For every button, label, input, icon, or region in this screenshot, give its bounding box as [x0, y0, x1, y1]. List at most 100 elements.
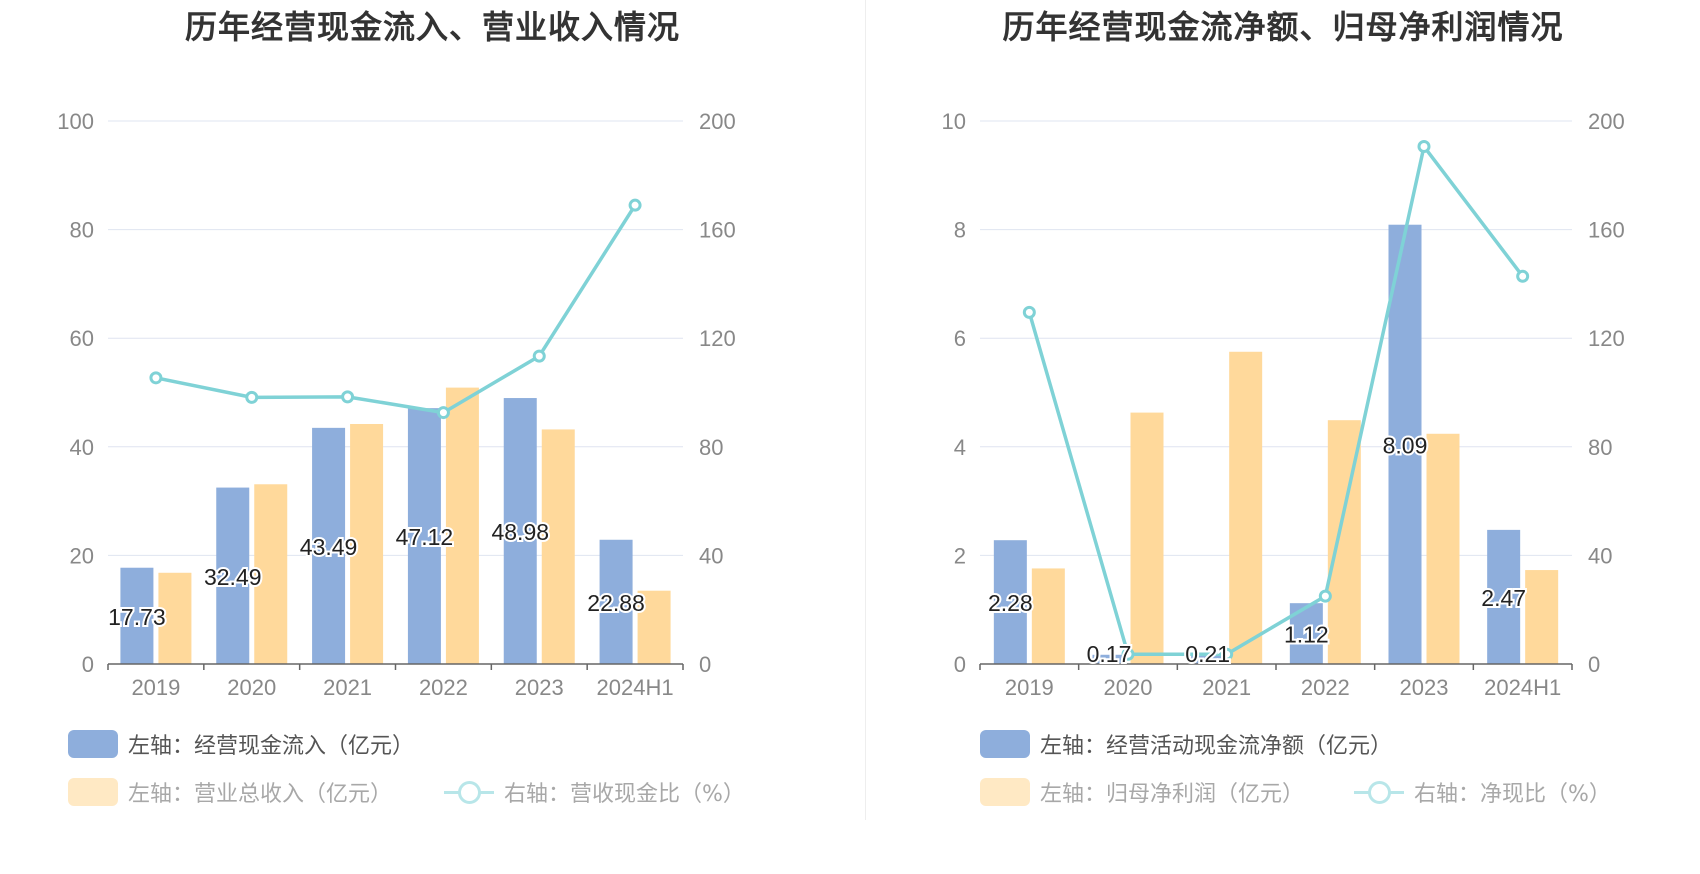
y-tick-right: 40: [699, 543, 723, 568]
data-label: 47.12: [396, 524, 454, 550]
data-label: 2.47: [1481, 585, 1526, 611]
bar-series-2: [1031, 568, 1065, 664]
line-point: [1417, 140, 1431, 154]
data-label: 43.49: [300, 534, 358, 560]
bar-series-2: [541, 429, 575, 664]
line-point: [149, 371, 163, 385]
bar-series-1: [503, 398, 537, 664]
legend-swatch: [980, 778, 1030, 806]
data-label: 2.28: [988, 590, 1033, 616]
legend-item-net-profit[interactable]: 左轴：归母净利润（亿元）: [980, 776, 1304, 808]
data-label: 32.49: [204, 564, 262, 590]
line-point: [1121, 647, 1135, 661]
x-tick-label: 2021: [323, 675, 372, 700]
y-tick-left: 0: [82, 652, 94, 677]
bar-series-1: [1191, 652, 1225, 664]
line-point: [1318, 589, 1332, 603]
bar-series-1: [599, 539, 633, 664]
y-tick-right: 200: [699, 109, 736, 134]
bar-series-1: [407, 408, 441, 664]
data-label: 0.17: [1087, 641, 1132, 667]
legend-label: 左轴：营业总收入（亿元）: [128, 782, 393, 807]
y-tick-left: 8: [954, 218, 966, 243]
legend-item-cash-inflow[interactable]: 左轴：经营现金流入（亿元）: [68, 728, 414, 760]
bar-series-2: [1426, 433, 1460, 664]
line-point: [532, 349, 546, 363]
y-tick-right: 160: [699, 218, 736, 243]
x-tick-label: 2020: [227, 675, 276, 700]
data-label: 48.98: [491, 519, 549, 545]
bar-series-2: [350, 423, 384, 664]
legend-label: 左轴：经营现金流入（亿元）: [128, 734, 415, 759]
line-point: [245, 390, 259, 404]
x-tick-label: 2019: [131, 675, 180, 700]
x-tick-label: 2024H1: [1484, 675, 1561, 700]
y-tick-left: 2: [954, 543, 966, 568]
legend-item-net-cash-ratio[interactable]: 右轴：净现比（%）: [1354, 776, 1611, 808]
legend-label: 右轴：净现比（%）: [1414, 782, 1611, 807]
bar-series-1: [216, 487, 250, 664]
bar-series-1: [312, 427, 346, 664]
chart-panel-left: 历年经营现金流入、营业收入情况 0 20 40 60 80 100 0 40 80 120 160 2…: [57, 8, 745, 808]
y-tick-right: 120: [1588, 326, 1625, 351]
y-tick-left: 80: [70, 218, 94, 243]
chart-panel-right: 历年经营现金流净额、归母净利润情况 0 2 4 6 8 10 0 40 80 120 160 200 2…: [866, 0, 1700, 874]
bar-series-2: [1229, 351, 1263, 664]
legend-swatch: [68, 778, 118, 806]
bar-series-1: [1487, 529, 1521, 664]
y-tick-left: 20: [70, 543, 94, 568]
y-tick-right: 80: [699, 435, 723, 460]
bar-series-2: [254, 484, 288, 664]
line-point: [628, 198, 642, 212]
x-tick-label: 2020: [1104, 675, 1153, 700]
data-label: 0.21: [1185, 641, 1230, 667]
chart-plot-right: 0 2 4 6 8 10 0 40 80 120 160 200 2019 2020 2021 2022 202…: [942, 109, 1625, 700]
legend-line-icon: [444, 778, 494, 806]
bar-series-2: [1130, 412, 1164, 664]
y-tick-left: 0: [954, 652, 966, 677]
x-tick-label: 2019: [1005, 675, 1054, 700]
bar-series-2: [158, 572, 192, 664]
data-label: 17.73: [108, 604, 166, 630]
y-tick-right: 40: [1588, 543, 1612, 568]
line-series: [155, 204, 637, 415]
legend-swatch: [980, 730, 1030, 758]
legend-swatch: [68, 730, 118, 758]
x-tick-label: 2024H1: [597, 675, 674, 700]
x-tick-label: 2022: [419, 675, 468, 700]
bar-series-2: [1525, 570, 1559, 664]
y-tick-left: 6: [954, 326, 966, 351]
legend-line-icon: [1354, 778, 1404, 806]
y-tick-left: 4: [954, 435, 966, 460]
x-tick-label: 2023: [1400, 675, 1449, 700]
y-tick-left: 60: [70, 326, 94, 351]
data-label: 1.12: [1284, 622, 1329, 648]
y-tick-left: 40: [70, 435, 94, 460]
bar-series-2: [637, 590, 671, 664]
line-point: [1022, 305, 1036, 319]
x-tick-label: 2023: [515, 675, 564, 700]
y-tick-right: 80: [1588, 435, 1612, 460]
legend-item-net-cash-flow[interactable]: 左轴：经营活动现金流净额（亿元）: [980, 728, 1392, 760]
bar-series-1: [993, 540, 1027, 664]
line-point: [1220, 647, 1234, 661]
data-label: 8.09: [1383, 432, 1428, 458]
chart-title: 历年经营现金流入、营业收入情况: [184, 8, 680, 46]
legend-label: 左轴：经营活动现金流净额（亿元）: [1040, 734, 1393, 759]
line-point: [436, 406, 450, 420]
y-tick-right: 0: [699, 652, 711, 677]
x-tick-label: 2021: [1202, 675, 1251, 700]
data-label: 22.88: [587, 590, 645, 616]
y-tick-left: 100: [57, 109, 94, 134]
legend-label: 左轴：归母净利润（亿元）: [1040, 782, 1305, 807]
y-tick-right: 160: [1588, 218, 1625, 243]
x-tick-label: 2022: [1301, 675, 1350, 700]
legend-item-revenue[interactable]: 左轴：营业总收入（亿元）: [68, 776, 392, 808]
line-point: [341, 390, 355, 404]
y-tick-left: 10: [942, 109, 966, 134]
panel-divider: [865, 0, 866, 820]
line-point: [1516, 269, 1530, 283]
bar-series-1: [1092, 654, 1126, 664]
line-series: [1027, 144, 1525, 656]
legend-item-revenue-cash-ratio[interactable]: 右轴：营收现金比（%）: [444, 776, 745, 808]
